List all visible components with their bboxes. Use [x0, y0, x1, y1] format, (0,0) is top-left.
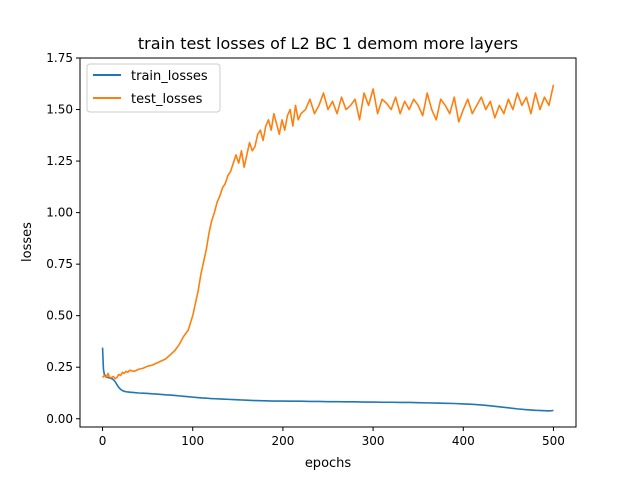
- x-tick-label: 400: [452, 434, 475, 448]
- x-tick-label: 0: [99, 434, 107, 448]
- legend-label-test-losses: test_losses: [131, 92, 203, 107]
- y-tick-label: 0.50: [46, 309, 73, 323]
- y-tick-label: 1.50: [46, 103, 73, 117]
- series-line-train-losses: [101, 347, 554, 412]
- plot-area: [80, 58, 576, 427]
- legend: train_losses test_losses: [86, 63, 221, 113]
- x-axis-label: epochs: [305, 456, 352, 471]
- series-layer: [101, 84, 555, 412]
- y-tick-label: 1.25: [46, 154, 73, 168]
- x-tick-label: 200: [271, 434, 294, 448]
- y-tick-label: 0.25: [46, 360, 73, 374]
- y-tick-label: 0.75: [46, 257, 73, 271]
- y-tick-label: 1.00: [46, 206, 73, 220]
- x-tick-label: 100: [181, 434, 204, 448]
- y-tick-label: 0.00: [46, 412, 73, 426]
- x-tick-label: 300: [362, 434, 385, 448]
- chart-title: train test losses of L2 BC 1 demom more …: [138, 34, 518, 53]
- legend-label-train-losses: train_losses: [131, 69, 208, 84]
- x-axis-ticks: 0 100 200 300 400 500: [99, 427, 565, 448]
- y-axis-label: losses: [20, 222, 35, 262]
- series-line-test-losses: [101, 84, 555, 380]
- y-axis-ticks: 0.00 0.25 0.50 0.75 1.00 1.25 1.50 1.75: [46, 51, 80, 426]
- x-tick-label: 500: [542, 434, 565, 448]
- y-tick-label: 1.75: [46, 51, 73, 65]
- axes-frame: [79, 57, 577, 428]
